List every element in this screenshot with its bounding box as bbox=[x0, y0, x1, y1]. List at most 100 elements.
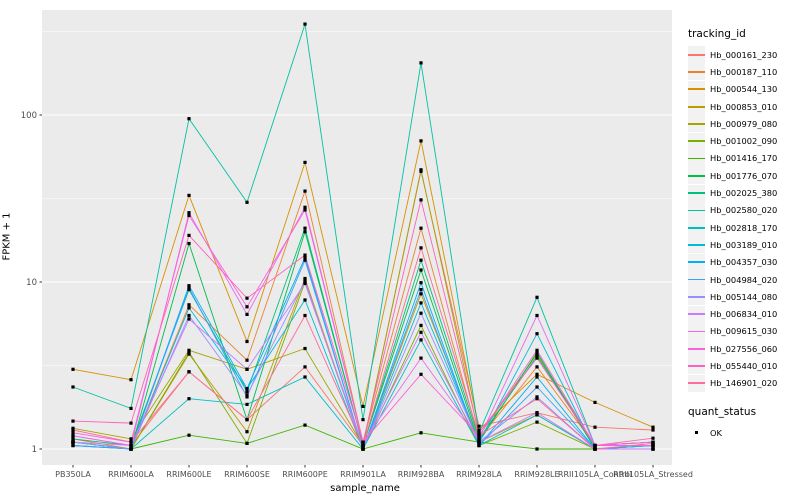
data-point bbox=[535, 356, 539, 360]
data-point bbox=[419, 301, 423, 305]
data-point bbox=[535, 397, 539, 401]
data-point bbox=[129, 447, 133, 451]
data-point bbox=[477, 424, 481, 428]
legend-item-Hb_004984_020: Hb_004984_020 bbox=[688, 271, 800, 288]
data-point bbox=[535, 411, 539, 415]
data-point bbox=[477, 431, 481, 435]
data-point bbox=[71, 434, 75, 438]
data-point bbox=[419, 323, 423, 327]
data-point bbox=[303, 230, 307, 234]
data-point bbox=[593, 443, 597, 448]
data-point bbox=[419, 246, 423, 250]
legend-item-label: Hb_000853_010 bbox=[710, 101, 778, 112]
legend-item-label: Hb_000161_230 bbox=[710, 49, 778, 60]
data-point bbox=[187, 317, 191, 321]
data-point bbox=[187, 348, 191, 352]
legend-key-swatch bbox=[688, 98, 705, 116]
panel-background bbox=[42, 10, 672, 465]
legend-item-label: Hb_004984_020 bbox=[710, 274, 778, 285]
legend-item-label: Hb_002025_380 bbox=[710, 188, 778, 199]
x-tick-label: RRIM600LE bbox=[166, 470, 211, 479]
data-point bbox=[245, 387, 249, 391]
data-point bbox=[419, 226, 423, 230]
legend-key-swatch bbox=[688, 288, 705, 306]
data-point bbox=[187, 313, 191, 318]
data-point bbox=[303, 313, 307, 318]
data-point bbox=[303, 423, 307, 427]
data-point bbox=[303, 276, 307, 281]
data-point bbox=[71, 431, 75, 435]
y-tick-label: 10 bbox=[26, 278, 37, 288]
y-axis-title: FPKM + 1 bbox=[1, 212, 13, 261]
data-point bbox=[303, 281, 307, 286]
data-point bbox=[245, 296, 249, 300]
legend-item-Hb_000161_230: Hb_000161_230 bbox=[688, 46, 800, 64]
legend-item-label: Hb_004357_030 bbox=[710, 257, 778, 268]
legend-item-Hb_000979_080: Hb_000979_080 bbox=[688, 115, 800, 133]
data-point bbox=[419, 139, 423, 143]
data-point bbox=[419, 330, 423, 334]
data-point bbox=[419, 431, 423, 435]
legend-item-label: Hb_003189_010 bbox=[710, 239, 778, 250]
legend-item-Hb_006834_010: Hb_006834_010 bbox=[688, 305, 800, 323]
data-point bbox=[535, 313, 539, 318]
data-point bbox=[303, 226, 307, 230]
data-point bbox=[187, 284, 191, 288]
legend-item-Hb_000853_010: Hb_000853_010 bbox=[688, 98, 800, 116]
data-point bbox=[71, 385, 75, 389]
data-point bbox=[477, 428, 481, 432]
data-point bbox=[303, 205, 307, 209]
data-point bbox=[245, 339, 249, 344]
legend-item-label: Hb_006834_010 bbox=[710, 309, 778, 320]
data-point bbox=[361, 418, 365, 422]
data-point bbox=[419, 292, 423, 296]
x-tick-label: RRIM928LE bbox=[514, 470, 559, 479]
data-point bbox=[303, 189, 307, 193]
data-point bbox=[419, 281, 423, 285]
data-point bbox=[535, 447, 539, 451]
legend-item-label: Hb_000187_110 bbox=[710, 66, 778, 77]
data-point bbox=[187, 397, 191, 401]
legend-item-label: Hb_001776_070 bbox=[710, 170, 778, 181]
legend-item-Hb_027556_060: Hb_027556_060 bbox=[688, 340, 800, 358]
legend-key-swatch bbox=[688, 305, 705, 323]
x-tick-label: RRIM600LA bbox=[108, 470, 154, 479]
data-point bbox=[129, 443, 133, 448]
data-point bbox=[419, 268, 423, 272]
data-point bbox=[129, 437, 133, 441]
data-point bbox=[361, 404, 365, 408]
data-point bbox=[477, 443, 481, 448]
legend-item-Hb_002025_380: Hb_002025_380 bbox=[688, 184, 800, 202]
data-point bbox=[477, 437, 481, 441]
quant-status-key bbox=[688, 424, 705, 441]
x-tick-label: RRIM928BA bbox=[398, 470, 445, 479]
legend-item-Hb_000187_110: Hb_000187_110 bbox=[688, 63, 800, 81]
data-point bbox=[651, 447, 655, 451]
legend-item-label: Hb_055440_010 bbox=[710, 360, 778, 371]
data-point bbox=[361, 447, 365, 451]
legend-item-label: Hb_009615_030 bbox=[710, 326, 778, 337]
legend-item-Hb_005144_080: Hb_005144_080 bbox=[688, 288, 800, 306]
data-point bbox=[245, 390, 249, 394]
data-point bbox=[419, 288, 423, 292]
data-point bbox=[187, 193, 191, 197]
data-point bbox=[303, 279, 307, 283]
legend-item-label: Hb_027556_060 bbox=[710, 343, 778, 354]
data-point bbox=[187, 117, 191, 121]
legend-key-swatch bbox=[688, 63, 705, 81]
data-point bbox=[71, 419, 75, 423]
data-point bbox=[419, 61, 423, 65]
data-point bbox=[303, 22, 307, 26]
data-point bbox=[245, 393, 249, 397]
legend-key-swatch bbox=[688, 322, 705, 340]
legend-item-Hb_146901_020: Hb_146901_020 bbox=[688, 374, 800, 392]
legend-item-Hb_001416_170: Hb_001416_170 bbox=[688, 149, 800, 167]
legend-item-Hb_002580_020: Hb_002580_020 bbox=[688, 201, 800, 219]
data-point bbox=[129, 421, 133, 425]
quant-status-label: OK bbox=[710, 427, 722, 438]
data-point bbox=[361, 440, 365, 444]
data-point bbox=[419, 198, 423, 202]
data-point bbox=[71, 367, 75, 371]
legend-item-label: Hb_001416_170 bbox=[710, 153, 778, 164]
